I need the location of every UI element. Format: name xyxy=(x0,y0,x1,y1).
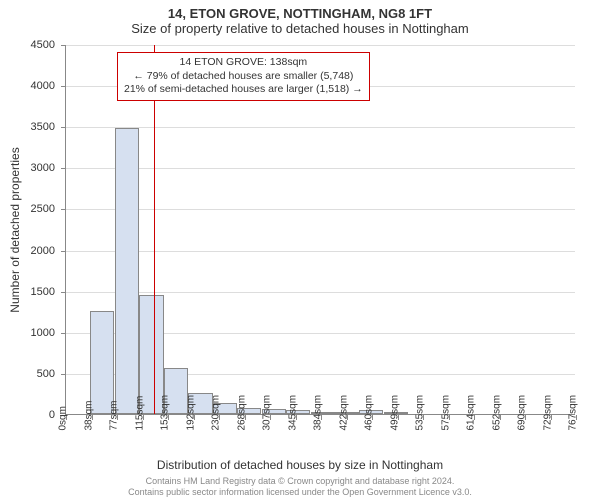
ytick-mark xyxy=(61,45,66,46)
ytick-label: 1000 xyxy=(0,327,55,339)
ytick-label: 500 xyxy=(0,368,55,380)
grid-line xyxy=(66,45,575,46)
page-subtitle: Size of property relative to detached ho… xyxy=(0,21,600,40)
chart-container: 14, ETON GROVE, NOTTINGHAM, NG8 1FT Size… xyxy=(0,0,600,500)
annotation-box: 14 ETON GROVE: 138sqm ← 79% of detached … xyxy=(117,52,370,101)
ytick-mark xyxy=(61,251,66,252)
grid-line xyxy=(66,292,575,293)
ytick-label: 3000 xyxy=(0,162,55,174)
grid-line xyxy=(66,251,575,252)
histogram-bar xyxy=(90,311,114,414)
annotation-line1: 14 ETON GROVE: 138sqm xyxy=(124,56,363,70)
ytick-mark xyxy=(61,209,66,210)
ytick-label: 2000 xyxy=(0,245,55,257)
annotation-line3: 21% of semi-detached houses are larger (… xyxy=(124,83,363,97)
ytick-mark xyxy=(61,86,66,87)
plot-area: 0sqm38sqm77sqm115sqm153sqm192sqm230sqm26… xyxy=(65,45,575,415)
histogram-bar xyxy=(115,128,139,414)
x-axis-label: Distribution of detached houses by size … xyxy=(0,458,600,472)
ytick-mark xyxy=(61,168,66,169)
annotation-line2: ← 79% of detached houses are smaller (5,… xyxy=(124,70,363,84)
ytick-mark xyxy=(61,374,66,375)
ytick-mark xyxy=(61,333,66,334)
ytick-label: 2500 xyxy=(0,203,55,215)
grid-line xyxy=(66,209,575,210)
ytick-mark xyxy=(61,127,66,128)
footer-line2: Contains public sector information licen… xyxy=(0,487,600,498)
ytick-label: 3500 xyxy=(0,121,55,133)
ytick-label: 4000 xyxy=(0,80,55,92)
footer: Contains HM Land Registry data © Crown c… xyxy=(0,476,600,498)
page-title: 14, ETON GROVE, NOTTINGHAM, NG8 1FT xyxy=(0,0,600,21)
grid-line xyxy=(66,168,575,169)
ytick-label: 0 xyxy=(0,409,55,421)
ytick-mark xyxy=(61,292,66,293)
ytick-label: 1500 xyxy=(0,286,55,298)
ytick-label: 4500 xyxy=(0,39,55,51)
grid-line xyxy=(66,127,575,128)
footer-line1: Contains HM Land Registry data © Crown c… xyxy=(0,476,600,487)
